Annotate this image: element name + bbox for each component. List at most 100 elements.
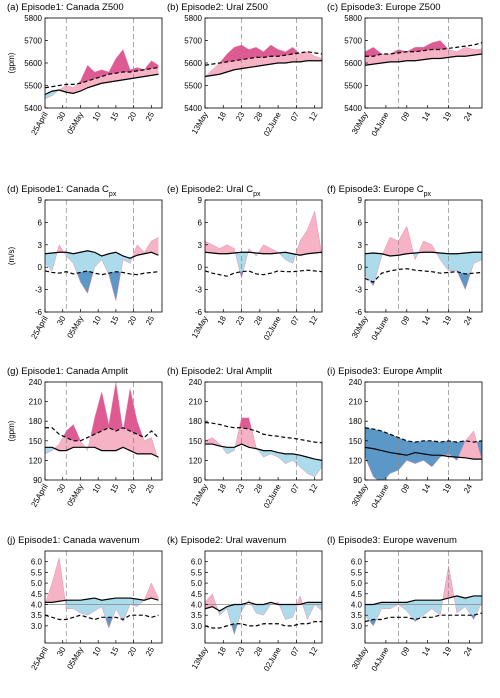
- panel: (e) Episode2: Ural Cpx -6 -3 0 3 6 9 13May 18 23 2…: [167, 184, 323, 342]
- y-axis-label: (m/s): [7, 247, 16, 266]
- negative-anomaly-fill: [436, 252, 482, 290]
- threshold-line: [205, 421, 322, 444]
- y-axis-label: (gpm): [7, 420, 16, 441]
- negative-anomaly-fill: [257, 448, 322, 477]
- panel: (i) Episode3: Europe Amplit 90 120 150 180 21…: [327, 366, 483, 510]
- x-tick-label: 09: [399, 645, 412, 658]
- climatology-line: [365, 595, 482, 606]
- y-tick-label: 6: [358, 218, 363, 227]
- y-tick-label: 5.0: [31, 579, 43, 588]
- x-tick-label: 02June: [262, 645, 283, 673]
- y-tick-label: -3: [195, 286, 203, 295]
- value-line: [205, 44, 322, 77]
- extreme-negative-fill: [365, 427, 466, 480]
- panel: (a) Episode1: Canada Z500 (gpm) 5400 5500 56…: [7, 2, 163, 137]
- y-tick-label: 0: [198, 263, 203, 272]
- y-tick-label: 5.5: [351, 568, 363, 577]
- y-tick-label: 6: [38, 218, 43, 227]
- y-tick-label: -3: [355, 286, 363, 295]
- y-tick-label: 3.0: [351, 622, 363, 631]
- y-tick-label: 5700: [24, 37, 42, 46]
- y-tick-label: 4.0: [191, 600, 203, 609]
- y-tick-label: 3.5: [31, 611, 43, 620]
- threshold-line: [45, 427, 159, 442]
- x-tick-label: 05May: [65, 111, 85, 136]
- x-tick-label: 28: [252, 110, 265, 123]
- y-tick-label: 180: [349, 417, 363, 426]
- y-tick-label: 5.0: [191, 579, 203, 588]
- y-tick-label: 4.5: [191, 590, 203, 599]
- extreme-negative-fill: [77, 270, 94, 294]
- plot-frame: [204, 381, 323, 481]
- panel-title: (a) Episode1: Canada Z500: [7, 2, 124, 13]
- y-tick-label: 210: [349, 398, 363, 407]
- x-tick-label: 12: [307, 645, 320, 658]
- x-tick-label: 30: [55, 482, 68, 495]
- x-tick-label: 09: [399, 314, 412, 327]
- climatology-line: [365, 251, 482, 257]
- negative-anomaly-fill: [365, 599, 443, 626]
- panel: (h) Episode2: Ural Amplit 90 120 150 180 210 2…: [167, 366, 323, 510]
- x-tick-label: 10: [91, 482, 104, 495]
- panel-title: (j) Episode1: Canada wavenum: [7, 535, 140, 546]
- x-tick-label: 10: [91, 314, 104, 327]
- negative-anomaly-fill: [217, 602, 248, 635]
- panel-title: (h) Episode2: Ural Amplit: [167, 366, 272, 377]
- panel: (b) Episode2: Ural Z500 5400 5500 5600 5700 5…: [167, 2, 323, 138]
- plot-frame: [364, 550, 483, 644]
- y-tick-label: 120: [349, 456, 363, 465]
- y-tick-label: 150: [189, 437, 203, 446]
- x-tick-label: 09: [399, 110, 412, 123]
- x-tick-label: 25April: [29, 645, 49, 671]
- x-tick-label: 28: [252, 482, 265, 495]
- y-tick-label: 5600: [344, 59, 362, 68]
- positive-anomaly-fill: [88, 382, 158, 457]
- positive-anomaly-fill: [418, 241, 437, 253]
- title-subscript: px: [109, 191, 117, 198]
- climatology-line: [205, 601, 322, 612]
- panel: (c) Episode3: Europe Z500 5400 5500 5600 570…: [327, 2, 483, 138]
- extreme-negative-fill: [105, 617, 113, 629]
- y-tick-label: 9: [198, 196, 203, 205]
- y-tick-label: -6: [195, 308, 203, 317]
- x-tick-label: 28: [252, 645, 265, 658]
- positive-anomaly-fill: [205, 241, 236, 254]
- value-line: [45, 237, 159, 301]
- y-tick-label: 0: [38, 263, 43, 272]
- climatology-line: [45, 250, 159, 259]
- plot-frame: [44, 550, 163, 644]
- x-tick-label: 14: [420, 314, 433, 327]
- plot-area: [205, 382, 322, 480]
- y-tick-label: 5400: [344, 104, 362, 113]
- extreme-positive-fill: [219, 45, 300, 63]
- negative-anomaly-fill: [279, 604, 298, 620]
- y-tick-label: 120: [189, 456, 203, 465]
- x-tick-label: 15: [108, 110, 121, 123]
- x-tick-label: 12: [307, 482, 320, 495]
- x-tick-label: 14: [420, 645, 433, 658]
- extreme-positive-fill: [77, 49, 145, 84]
- value-line: [45, 557, 159, 629]
- y-tick-label: 90: [193, 476, 202, 485]
- y-tick-label: 90: [33, 476, 42, 485]
- x-tick-label: 13May: [190, 315, 210, 340]
- x-tick-label: 30May: [350, 315, 370, 340]
- plot-area: [365, 18, 482, 108]
- x-tick-label: 18: [216, 482, 229, 495]
- negative-anomaly-fill: [454, 595, 482, 620]
- threshold-line: [45, 270, 159, 276]
- y-tick-label: 6: [198, 218, 203, 227]
- x-tick-label: 18: [216, 110, 229, 123]
- value-line: [365, 430, 482, 480]
- climatology-line: [365, 53, 482, 66]
- y-tick-label: 4.0: [31, 600, 43, 609]
- x-tick-label: 04June: [370, 482, 391, 510]
- extreme-negative-fill: [369, 280, 375, 286]
- y-tick-label: 6.0: [351, 558, 363, 567]
- x-tick-label: 25: [144, 110, 157, 123]
- y-tick-label: 180: [29, 417, 43, 426]
- y-tick-label: 3: [38, 241, 43, 250]
- x-tick-label: 12: [307, 314, 320, 327]
- panel-title: (e) Episode2: Ural Cpx: [167, 184, 261, 198]
